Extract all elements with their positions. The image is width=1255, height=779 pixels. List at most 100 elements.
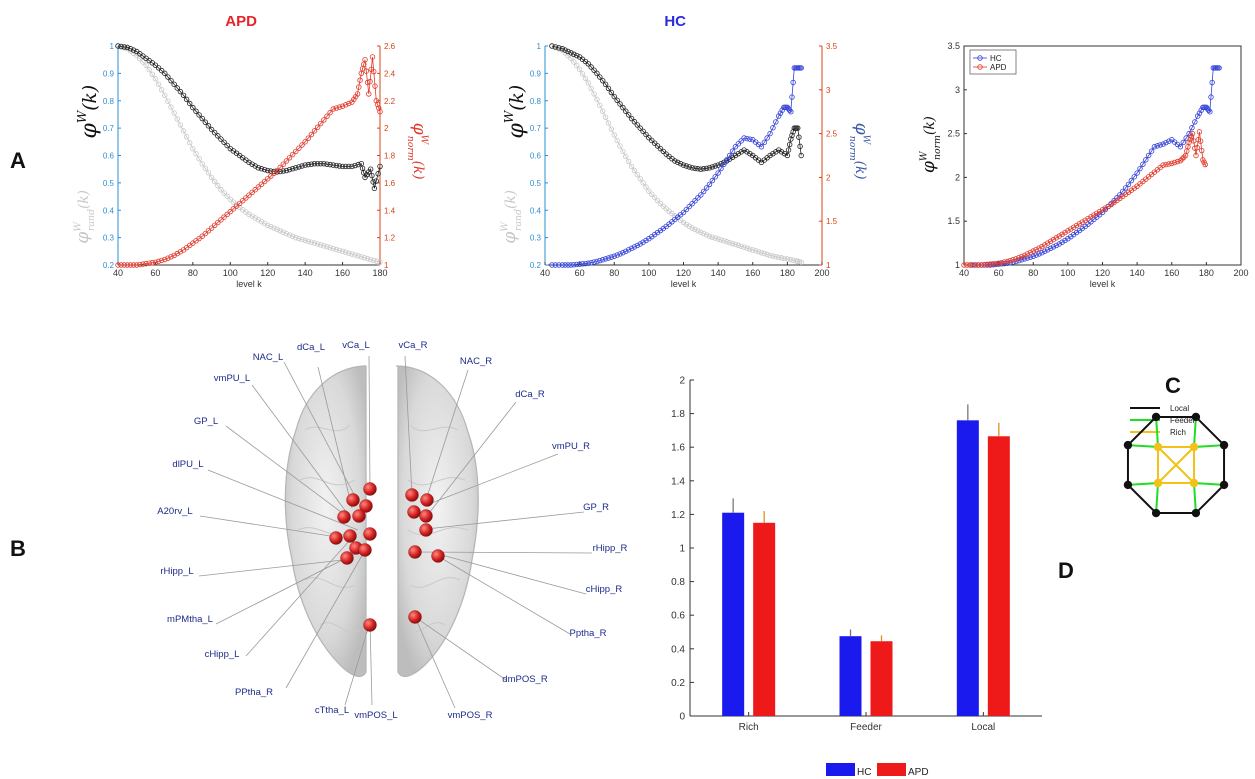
y-tick-label: 3 bbox=[955, 85, 960, 95]
series-point-phi bbox=[190, 104, 196, 111]
bar-apd-local bbox=[987, 436, 1010, 716]
series-point-norm bbox=[732, 144, 739, 150]
series-point-hc bbox=[1117, 192, 1123, 198]
bar-apd-rich bbox=[753, 522, 776, 716]
series-point-phi bbox=[680, 162, 687, 168]
leader-line bbox=[414, 616, 456, 709]
legend-label-hc: HC bbox=[857, 767, 871, 778]
leader-line bbox=[413, 551, 593, 554]
region-label-NAC_L: NAC_L bbox=[253, 352, 284, 363]
series-point-hc bbox=[1131, 174, 1137, 180]
series-point-phi bbox=[600, 77, 606, 84]
series-point-rand bbox=[657, 200, 664, 207]
right-y-tick-label: 2.5 bbox=[826, 130, 838, 139]
legend-label-rich: Rich bbox=[1170, 428, 1186, 437]
series-point-hc bbox=[1036, 251, 1042, 257]
phi-y-label: φW(k) bbox=[502, 85, 529, 139]
brain-node bbox=[352, 509, 366, 523]
series-point-apd bbox=[1007, 257, 1013, 264]
leader-line bbox=[199, 515, 338, 538]
x-axis-label: level k bbox=[236, 279, 262, 289]
series-point-norm bbox=[689, 200, 695, 207]
series-point-rand bbox=[778, 255, 785, 261]
series-point-hc bbox=[1042, 248, 1048, 254]
series-point-phi bbox=[706, 165, 713, 171]
series-point-apd bbox=[987, 261, 993, 267]
region-label-cTtha_L: cTtha_L bbox=[315, 705, 349, 716]
series-point-rand bbox=[205, 170, 212, 176]
series-point-norm bbox=[356, 84, 362, 90]
y-tick-label: 0 bbox=[679, 712, 685, 723]
series-point-apd bbox=[1079, 219, 1086, 225]
legend-marker bbox=[977, 64, 983, 70]
series-point-phi bbox=[330, 162, 336, 168]
series-point-rand bbox=[750, 247, 756, 253]
series-point-norm bbox=[324, 113, 330, 119]
right-y-tick-label: 3.5 bbox=[826, 42, 838, 51]
series-point-phi bbox=[199, 115, 205, 122]
legend-label-feeder: Feeder bbox=[1170, 416, 1196, 425]
peripheral-node bbox=[1151, 508, 1161, 518]
series-point-norm bbox=[579, 261, 586, 267]
series-point-rand bbox=[374, 258, 380, 265]
series-point-hc bbox=[1122, 185, 1129, 191]
series-point-norm bbox=[588, 259, 594, 266]
series-point-norm bbox=[205, 228, 212, 234]
series-point-apd bbox=[1033, 246, 1039, 253]
series-point-rand bbox=[265, 222, 271, 229]
region-label-mPMtha_L: mPMtha_L bbox=[167, 614, 213, 625]
series-point-phi bbox=[744, 149, 750, 155]
series-point-apd bbox=[1202, 161, 1208, 168]
series-point-rand bbox=[302, 237, 308, 244]
x-tick-label: Feeder bbox=[850, 722, 882, 733]
series-point-apd bbox=[1099, 207, 1106, 213]
series-point-phi bbox=[324, 161, 330, 167]
series-point-phi bbox=[224, 142, 230, 149]
x-tick-label: 140 bbox=[298, 268, 313, 278]
series-point-rand bbox=[735, 242, 742, 249]
series-point-norm bbox=[703, 185, 710, 191]
x-tick-label: 40 bbox=[959, 268, 969, 278]
region-label-A20rv_L: A20rv_L bbox=[157, 506, 192, 517]
series-point-apd bbox=[1188, 133, 1195, 140]
series-point-phi bbox=[205, 123, 212, 129]
series-point-rand bbox=[798, 259, 804, 265]
series-point-rand bbox=[683, 221, 690, 228]
region-label-NAC_R: NAC_R bbox=[460, 356, 492, 367]
series-point-hc bbox=[1033, 252, 1039, 258]
series-point-rand bbox=[361, 255, 368, 261]
series-point-norm bbox=[552, 262, 559, 268]
series-point-norm bbox=[283, 158, 290, 164]
series-point-norm bbox=[152, 259, 159, 265]
series-point-norm bbox=[274, 167, 280, 174]
right-y-tick-label: 1.4 bbox=[384, 206, 396, 215]
series-point-rand bbox=[773, 253, 779, 260]
series-point-norm bbox=[333, 105, 340, 111]
series-point-norm bbox=[608, 254, 615, 260]
series-point-rand bbox=[680, 219, 687, 226]
x-tick-label: 100 bbox=[1060, 268, 1075, 278]
series-point-norm bbox=[738, 138, 744, 144]
y-tick-label: 0.8 bbox=[671, 577, 685, 588]
series-point-norm bbox=[377, 108, 383, 115]
series-point-rand bbox=[140, 59, 146, 65]
series-point-rand bbox=[602, 114, 609, 120]
brain-node bbox=[358, 543, 372, 557]
series-point-norm bbox=[121, 262, 127, 268]
leader-line bbox=[207, 469, 359, 531]
series-point-norm bbox=[261, 178, 268, 185]
svg-text:φWnorm(k): φWnorm(k) bbox=[847, 123, 872, 180]
series-point-norm bbox=[296, 145, 302, 151]
series-point-phi bbox=[183, 96, 190, 103]
series-point-rand bbox=[224, 193, 230, 199]
y-tick-label: 2 bbox=[679, 376, 685, 387]
series-point-apd bbox=[981, 262, 987, 268]
bar-hc-rich bbox=[722, 512, 745, 716]
y-tick-label: 1.6 bbox=[671, 443, 685, 454]
series-point-rand bbox=[588, 85, 594, 92]
phi-rand-y-label: φW rand(k) bbox=[499, 190, 524, 244]
series-point-hc bbox=[1207, 108, 1213, 115]
series-point-norm bbox=[115, 262, 121, 268]
series-point-apd bbox=[1070, 224, 1077, 231]
